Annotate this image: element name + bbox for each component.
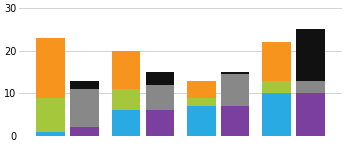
Bar [187,98,216,106]
Bar [296,93,325,136]
Bar [262,80,291,93]
Bar [112,110,140,136]
Bar [70,89,99,127]
Bar [221,74,249,106]
Bar [187,106,216,136]
Bar [187,80,216,98]
Bar [146,72,174,85]
Bar [296,29,325,80]
Bar [262,42,291,80]
Bar [221,106,249,136]
Bar [36,98,65,132]
Bar [112,89,140,110]
Bar [36,132,65,136]
Bar [70,127,99,136]
Bar [112,51,140,89]
Bar [146,85,174,110]
Bar [146,110,174,136]
Bar [70,80,99,89]
Bar [296,80,325,93]
Bar [262,93,291,136]
Bar [221,72,249,74]
Bar [36,38,65,98]
